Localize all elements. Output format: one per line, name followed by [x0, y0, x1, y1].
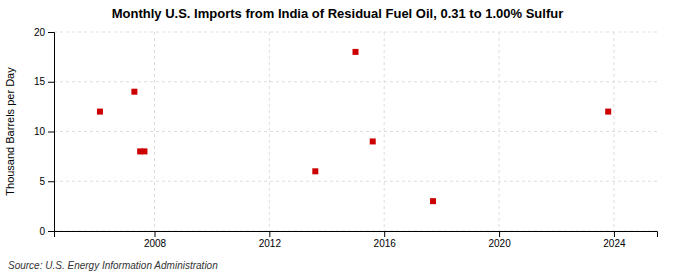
tick-mark — [48, 82, 54, 83]
point — [605, 109, 611, 115]
axis-line — [55, 232, 658, 238]
tick-mark — [48, 32, 54, 33]
tick: 5 — [39, 176, 54, 187]
tick-label: 10 — [34, 126, 46, 137]
x-axis: 2008 2012 2016 2020 2024 — [55, 231, 658, 249]
title: Monthly U.S. Imports from India of Resid… — [112, 6, 563, 21]
tick-mark — [384, 231, 385, 237]
tick-label: 0 — [39, 226, 45, 237]
point — [141, 148, 147, 154]
plot-area: 2008 2012 2016 2020 2024 0 5 10 15 20 — [34, 27, 658, 249]
points — [97, 49, 611, 204]
grid — [54, 32, 657, 231]
point — [131, 89, 137, 95]
tick: 0 — [39, 226, 54, 237]
tick-label: 20 — [34, 27, 46, 38]
tick-mark — [48, 132, 54, 133]
tick-label: 2020 — [488, 238, 511, 249]
tick: 2016 — [374, 231, 397, 249]
point — [97, 109, 103, 115]
chart: 2008 2012 2016 2020 2024 0 5 10 15 20 Monthly U.S.… — [0, 0, 675, 275]
point — [370, 138, 376, 144]
axis-line — [48, 33, 55, 232]
tick: 15 — [34, 76, 54, 87]
grid-line — [54, 181, 657, 182]
point — [430, 198, 436, 204]
tick-label: 2024 — [603, 238, 626, 249]
grid-line — [269, 32, 270, 231]
grid-line — [54, 81, 657, 82]
tick: 2012 — [259, 231, 282, 249]
point — [353, 49, 359, 55]
grid-line — [154, 32, 155, 231]
tick: 20 — [34, 27, 54, 38]
tick-mark — [499, 231, 500, 237]
tick-label: 2016 — [374, 238, 397, 249]
tick-mark — [614, 231, 615, 237]
grid-line — [54, 32, 657, 33]
tick-label: 2012 — [259, 238, 282, 249]
tick: 2024 — [603, 231, 626, 249]
y-axis-title: Thousand Barrels per Day — [4, 67, 16, 196]
tick: 2008 — [144, 231, 167, 249]
tick-mark — [155, 231, 156, 237]
tick-mark — [269, 231, 270, 237]
tick-label: 5 — [39, 176, 45, 187]
grid-line — [54, 131, 657, 132]
tick-mark — [48, 231, 54, 232]
source-note: Source: U.S. Energy Information Administ… — [8, 260, 218, 271]
point — [312, 168, 318, 174]
tick-label: 15 — [34, 76, 46, 87]
tick: 2020 — [488, 231, 511, 249]
tick-label: 2008 — [144, 238, 167, 249]
y-axis: 0 5 10 15 20 — [34, 27, 55, 237]
tick: 10 — [34, 126, 54, 137]
tick-mark — [48, 181, 54, 182]
